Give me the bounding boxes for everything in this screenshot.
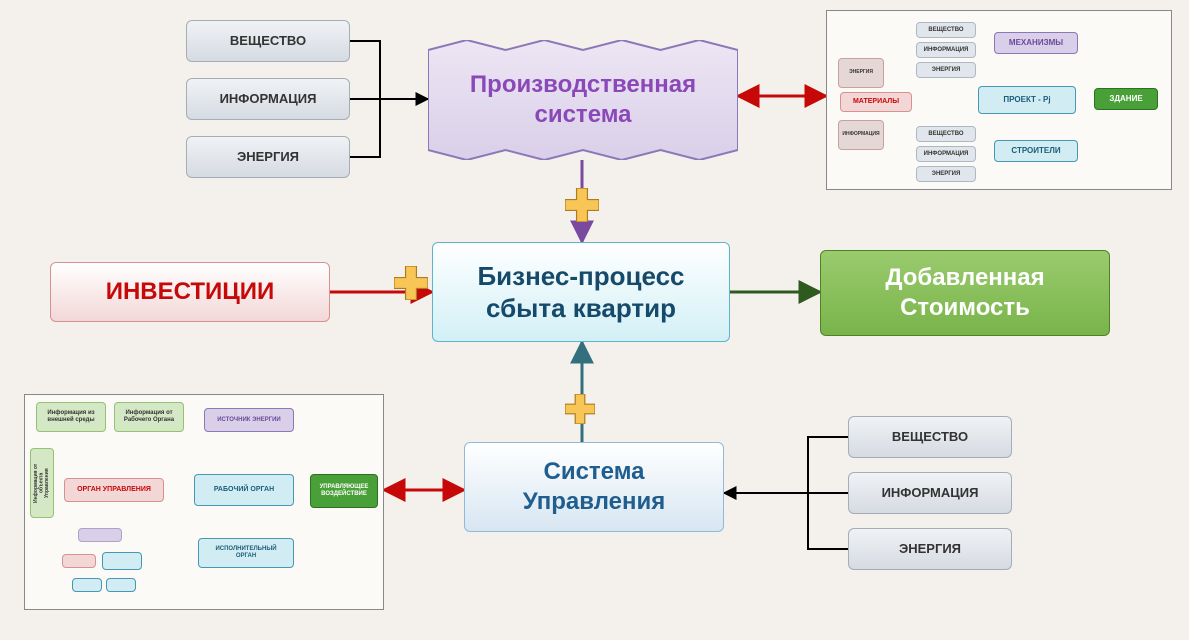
thumb-item-worker: РАБОЧИЙ ОРГАН (194, 474, 294, 506)
node-added-value: Добавленная Стоимость (820, 250, 1110, 336)
thumb-item-materials: МАТЕРИАЛЫ (840, 92, 912, 112)
thumb-item-env_info: Информация из внешней среды (36, 402, 106, 432)
thumb-item-mini3 (102, 552, 142, 570)
input-box: ВЕЩЕСТВО (186, 20, 350, 62)
input-box: ЭНЕРГИЯ (848, 528, 1012, 570)
node-investments: ИНВЕСТИЦИИ (50, 262, 330, 322)
thumb-item-mini2 (62, 554, 96, 568)
thumb-item-impact: УПРАВЛЯЮЩЕЕ ВОЗДЕЙСТВИЕ (310, 474, 378, 508)
thumb-item-energy1: ЭНЕРГИЯ (838, 58, 884, 88)
thumb-item-work_info: Информация от Рабочего Органа (114, 402, 184, 432)
plus-icon (565, 394, 595, 424)
thumb-item-info1: ИНФОРМАЦИЯ (838, 120, 884, 150)
node-business-process: Бизнес-процесс сбыта квартир (432, 242, 730, 342)
thumb-item-exec: ИСПОЛНИТЕЛЬНЫЙ ОРГАН (198, 538, 294, 568)
thumb-item-side_info: Информация от объекта Управления (30, 448, 54, 518)
thumb-item-sub_top3: ЭНЕРГИЯ (916, 62, 976, 78)
thumb-item-control: ОРГАН УПРАВЛЕНИЯ (64, 478, 164, 502)
thumb-item-mini1 (78, 528, 122, 542)
input-box: ВЕЩЕСТВО (848, 416, 1012, 458)
thumb-item-project: ПРОЕКТ - Pj (978, 86, 1076, 114)
plus-icon (394, 266, 428, 300)
input-box: ИНФОРМАЦИЯ (186, 78, 350, 120)
thumb-item-sub_bot1: ВЕЩЕСТВО (916, 126, 976, 142)
thumb-item-sub_top1: ВЕЩЕСТВО (916, 22, 976, 38)
thumb-item-sub_bot3: ЭНЕРГИЯ (916, 166, 976, 182)
input-box: ИНФОРМАЦИЯ (848, 472, 1012, 514)
thumb-item-mini4 (72, 578, 102, 592)
thumb-item-builders: СТРОИТЕЛИ (994, 140, 1078, 162)
thumb-item-sub_top2: ИНФОРМАЦИЯ (916, 42, 976, 58)
thumb-item-sub_bot2: ИНФОРМАЦИЯ (916, 146, 976, 162)
plus-icon (565, 188, 599, 222)
node-production-system-label: Производственная система (428, 40, 738, 160)
thumb-item-building: ЗДАНИЕ (1094, 88, 1158, 110)
input-box: ЭНЕРГИЯ (186, 136, 350, 178)
node-management-system: Система Управления (464, 442, 724, 532)
thumb-item-mech: МЕХАНИЗМЫ (994, 32, 1078, 54)
thumb-item-mini5 (106, 578, 136, 592)
thumb-item-energy_src: ИСТОЧНИК ЭНЕРГИИ (204, 408, 294, 432)
